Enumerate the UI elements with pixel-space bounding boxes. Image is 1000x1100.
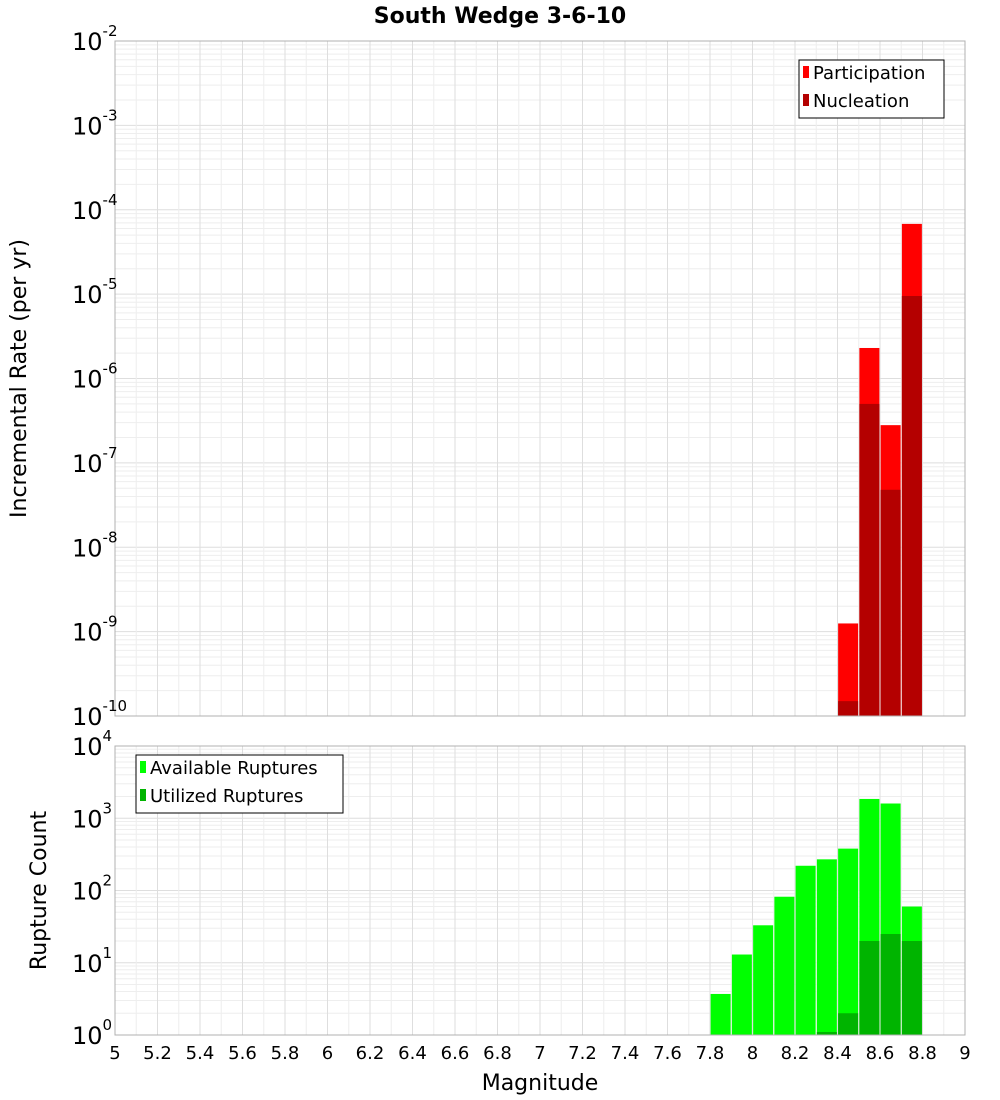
y-tick-label: 10-3 — [72, 106, 118, 140]
x-tick-label: 5.8 — [271, 1043, 300, 1064]
x-tick-label: 6.2 — [356, 1043, 385, 1064]
x-tick-label: 6.4 — [398, 1043, 427, 1064]
bar-nucleation — [901, 296, 922, 716]
bar-available-ruptures — [838, 848, 859, 1035]
y-tick-exponent: 0 — [103, 1016, 113, 1034]
y-tick-exponent: 1 — [103, 944, 113, 962]
x-tick-label: 5.4 — [186, 1043, 215, 1064]
y-tick-exponent: 4 — [103, 727, 113, 745]
x-tick-label: 5 — [109, 1043, 120, 1064]
x-tick-label: 8.8 — [908, 1043, 937, 1064]
y-tick-exponent: -8 — [103, 528, 118, 546]
y-tick-label: 103 — [72, 799, 112, 833]
y-tick-exponent: -9 — [103, 613, 118, 631]
y-tick-exponent: -3 — [103, 106, 118, 124]
y-tick-label: 102 — [72, 872, 112, 906]
legend-label: Nucleation — [813, 91, 909, 112]
x-tick-label: 6 — [322, 1043, 333, 1064]
y-tick-label: 10-9 — [72, 613, 118, 647]
y-tick-exponent: 2 — [103, 872, 113, 890]
x-tick-label: 7.2 — [568, 1043, 597, 1064]
x-tick-label: 6.8 — [483, 1043, 512, 1064]
legend-label: Participation — [813, 63, 925, 84]
y-tick-label: 100 — [72, 1016, 112, 1050]
legend-label: Utilized Ruptures — [150, 786, 303, 807]
x-tick-label: 9 — [959, 1043, 970, 1064]
y-axis-title: Rupture Count — [27, 811, 52, 971]
x-tick-label: 8.6 — [866, 1043, 895, 1064]
bar-nucleation — [838, 701, 859, 716]
bar-available-ruptures — [816, 859, 837, 1035]
y-tick-exponent: -7 — [103, 444, 118, 462]
y-tick-label: 101 — [72, 944, 112, 978]
x-tick-label: 8.2 — [781, 1043, 810, 1064]
x-tick-label: 8 — [747, 1043, 758, 1064]
bar-participation — [838, 623, 859, 716]
legend-swatch — [803, 66, 809, 78]
bar-utilized-ruptures — [838, 1013, 859, 1035]
x-tick-label: 7 — [534, 1043, 545, 1064]
bar-available-ruptures — [710, 993, 731, 1035]
y-tick-label: 104 — [72, 727, 112, 761]
x-tick-label: 7.6 — [653, 1043, 682, 1064]
y-tick-label: 10-6 — [72, 360, 118, 394]
y-tick-label: 10-7 — [72, 444, 118, 478]
y-tick-label: 10-10 — [72, 697, 127, 731]
bar-available-ruptures — [795, 865, 816, 1035]
bar-utilized-ruptures — [880, 933, 901, 1035]
plot-frame-1 — [114, 745, 966, 1036]
x-tick-label: 7.8 — [696, 1043, 725, 1064]
y-tick-label: 10-2 — [72, 22, 118, 56]
legend-box — [135, 754, 344, 814]
bar-available-ruptures — [731, 954, 752, 1035]
legend-swatch — [803, 94, 809, 106]
plot-frame-0 — [114, 40, 966, 717]
x-tick-label: 7.4 — [611, 1043, 640, 1064]
bar-nucleation — [859, 403, 880, 716]
y-tick-exponent: -2 — [103, 22, 118, 40]
bar-nucleation — [880, 489, 901, 716]
y-tick-exponent: 3 — [103, 799, 113, 817]
x-tick-label: 5.2 — [143, 1043, 172, 1064]
y-tick-label: 10-5 — [72, 275, 118, 309]
y-tick-exponent: -5 — [103, 275, 118, 293]
x-axis-title: Magnitude — [482, 1071, 599, 1096]
y-tick-label: 10-8 — [72, 528, 118, 562]
legend-swatch — [140, 761, 146, 773]
bar-utilized-ruptures — [859, 941, 880, 1035]
x-tick-label: 6.6 — [441, 1043, 470, 1064]
x-tick-label: 8.4 — [823, 1043, 852, 1064]
bar-utilized-ruptures — [901, 941, 922, 1035]
bar-utilized-ruptures — [816, 1032, 837, 1035]
y-tick-label: 10-4 — [72, 191, 118, 225]
chart-title: South Wedge 3-6-10 — [374, 4, 626, 29]
bar-available-ruptures — [774, 896, 795, 1035]
legend-box — [798, 59, 945, 119]
legend-swatch — [140, 789, 146, 801]
y-tick-exponent: -6 — [103, 360, 118, 378]
y-tick-exponent: -10 — [103, 697, 128, 715]
bar-available-ruptures — [753, 925, 774, 1035]
y-axis-title: Incremental Rate (per yr) — [7, 239, 32, 518]
y-tick-exponent: -4 — [103, 191, 118, 209]
x-tick-label: 5.6 — [228, 1043, 257, 1064]
legend-label: Available Ruptures — [150, 758, 318, 779]
